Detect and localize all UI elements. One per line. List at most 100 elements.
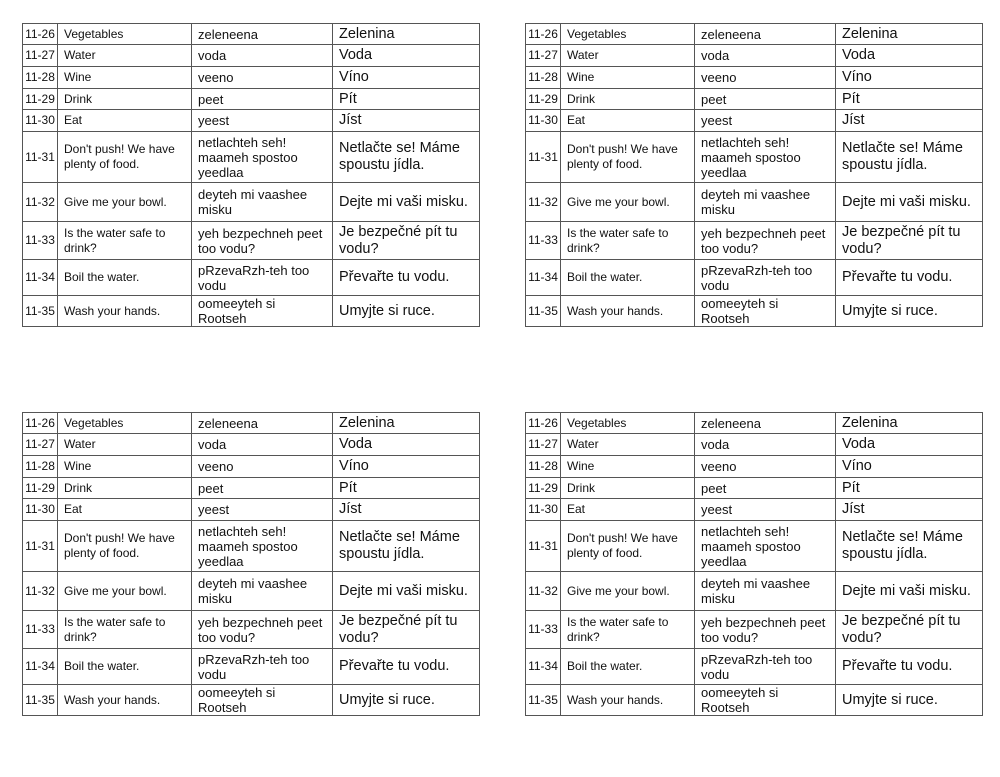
pronunciation: netlachteh seh! maameh spostoo yeedlaa [694,520,836,572]
czech-phrase: Netlačte se! Máme spoustu jídla. [332,520,480,572]
english-phrase: Is the water safe to drink? [560,221,695,260]
phrase-number: 11-29 [525,477,561,499]
english-phrase: Boil the water. [57,259,192,296]
pronunciation: deyteh mi vaashee misku [191,571,333,611]
pronunciation: pRzevaRzh-teh too vodu [191,648,333,685]
czech-phrase: Převařte tu vodu. [332,259,480,296]
pronunciation: voda [694,44,836,67]
phrase-number: 11-31 [22,131,58,183]
pronunciation: zeleneena [694,412,836,434]
czech-phrase: Pít [332,88,480,110]
phrase-number: 11-35 [22,295,58,327]
english-phrase: Water [57,433,192,456]
phrase-number: 11-28 [525,455,561,478]
table-row: 11-28 Wine veeno Víno [22,66,480,89]
czech-phrase: Umyjte si ruce. [332,295,480,327]
table-row: 11-29 Drink peet Pít [525,88,983,110]
czech-phrase: Víno [835,455,983,478]
czech-phrase: Je bezpečné pít tu vodu? [835,610,983,649]
pronunciation: deyteh mi vaashee misku [191,182,333,222]
czech-phrase: Voda [835,433,983,456]
table-row: 11-30 Eat yeest Jíst [22,498,480,521]
table-row: 11-28 Wine veeno Víno [22,455,480,478]
czech-phrase: Pít [332,477,480,499]
phrase-number: 11-33 [22,610,58,649]
vocabulary-table: 11-26 Vegetables zeleneena Zelenina 11-27 Wat… [525,23,983,327]
english-phrase: Water [57,44,192,67]
phrase-number: 11-31 [22,520,58,572]
phrase-number: 11-27 [525,433,561,456]
table-row: 11-31 Don't push! We have plenty of food.… [22,131,480,183]
table-row: 11-33 Is the water safe to drink? yeh bezp… [22,221,480,260]
table-row: 11-35 Wash your hands. oomeeyteh si Rootse… [525,295,983,327]
english-phrase: Eat [57,109,192,132]
english-phrase: Vegetables [560,23,695,45]
english-phrase: Drink [560,88,695,110]
phrase-number: 11-35 [525,684,561,716]
english-phrase: Give me your bowl. [560,571,695,611]
pronunciation: peet [191,88,333,110]
phrase-number: 11-32 [525,571,561,611]
pronunciation: netlachteh seh! maameh spostoo yeedlaa [694,131,836,183]
english-phrase: Vegetables [57,23,192,45]
czech-phrase: Netlačte se! Máme spoustu jídla. [835,131,983,183]
english-phrase: Don't push! We have plenty of food. [560,520,695,572]
english-phrase: Give me your bowl. [560,182,695,222]
czech-phrase: Víno [835,66,983,89]
pronunciation: voda [191,44,333,67]
table-row: 11-35 Wash your hands. oomeeyteh si Rootse… [22,295,480,327]
phrase-number: 11-28 [22,66,58,89]
table-row: 11-31 Don't push! We have plenty of food.… [22,520,480,572]
pronunciation: yeh bezpechneh peet too vodu? [191,610,333,649]
czech-phrase: Dejte mi vaši misku. [835,182,983,222]
phrase-number: 11-29 [22,88,58,110]
english-phrase: Wine [560,455,695,478]
pronunciation: yeh bezpechneh peet too vodu? [694,221,836,260]
phrase-number: 11-31 [525,131,561,183]
czech-phrase: Jíst [332,498,480,521]
pronunciation: oomeeyteh si Rootseh [694,295,836,327]
pronunciation: peet [191,477,333,499]
table-row: 11-30 Eat yeest Jíst [525,498,983,521]
phrase-number: 11-33 [525,221,561,260]
english-phrase: Boil the water. [560,259,695,296]
phrase-number: 11-27 [22,44,58,67]
czech-phrase: Umyjte si ruce. [835,295,983,327]
pronunciation: voda [694,433,836,456]
english-phrase: Wine [57,66,192,89]
english-phrase: Drink [560,477,695,499]
english-phrase: Is the water safe to drink? [57,221,192,260]
pronunciation: voda [191,433,333,456]
english-phrase: Is the water safe to drink? [560,610,695,649]
english-phrase: Wine [560,66,695,89]
table-row: 11-27 Water voda Voda [22,433,480,456]
phrase-number: 11-34 [22,648,58,685]
table-row: 11-30 Eat yeest Jíst [22,109,480,132]
czech-phrase: Netlačte se! Máme spoustu jídla. [332,131,480,183]
pronunciation: oomeeyteh si Rootseh [694,684,836,716]
phrase-number: 11-34 [525,648,561,685]
pronunciation: yeest [191,498,333,521]
phrase-number: 11-30 [525,109,561,132]
table-row: 11-31 Don't push! We have plenty of food.… [525,520,983,572]
czech-phrase: Jíst [835,109,983,132]
phrase-number: 11-29 [22,477,58,499]
czech-phrase: Zelenina [835,412,983,434]
table-row: 11-32 Give me your bowl. deyteh mi vaashee… [22,571,480,611]
pronunciation: pRzevaRzh-teh too vodu [694,259,836,296]
english-phrase: Don't push! We have plenty of food. [57,520,192,572]
english-phrase: Water [560,433,695,456]
czech-phrase: Dejte mi vaši misku. [835,571,983,611]
english-phrase: Drink [57,88,192,110]
czech-phrase: Jíst [332,109,480,132]
vocabulary-table: 11-26 Vegetables zeleneena Zelenina 11-27 Wat… [22,23,480,327]
table-row: 11-26 Vegetables zeleneena Zelenina [525,412,983,434]
phrase-number: 11-34 [525,259,561,296]
czech-phrase: Víno [332,455,480,478]
czech-phrase: Dejte mi vaši misku. [332,571,480,611]
phrase-number: 11-35 [525,295,561,327]
pronunciation: pRzevaRzh-teh too vodu [191,259,333,296]
czech-phrase: Umyjte si ruce. [332,684,480,716]
czech-phrase: Voda [332,433,480,456]
czech-phrase: Zelenina [332,412,480,434]
